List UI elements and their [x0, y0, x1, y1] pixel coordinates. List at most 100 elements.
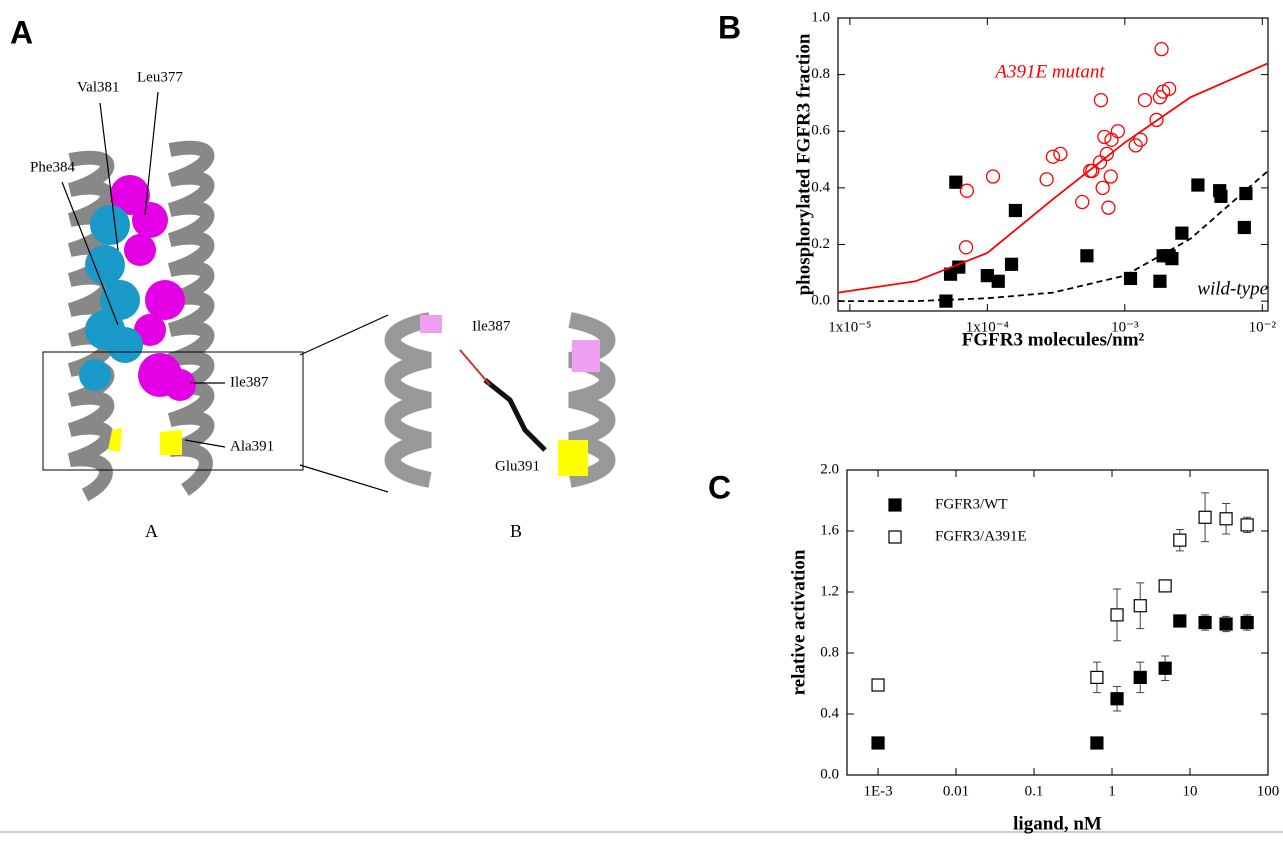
- data-point: [1128, 138, 1143, 153]
- data-point: [1104, 132, 1119, 147]
- y-tick-label: 0.4: [811, 179, 830, 195]
- data-point: [985, 169, 1001, 184]
- y-tick-label: 0.0: [811, 293, 830, 309]
- plot-frame: [846, 469, 1269, 776]
- y-tick-label: 0.8: [820, 644, 839, 660]
- y-tick-label: 1.6: [820, 522, 839, 538]
- data-point: [1198, 510, 1212, 524]
- data-point: [991, 274, 1005, 288]
- x-tick-label: 0.01: [943, 783, 969, 799]
- data-point: [980, 269, 994, 283]
- y-axis-label: phosphorylated FGFR3 fraction: [793, 33, 814, 295]
- data-point: [949, 175, 963, 189]
- data-point: [1090, 736, 1104, 750]
- data-point: [1175, 226, 1189, 240]
- data-point: [1110, 692, 1124, 706]
- x-tick-label: 100: [1257, 783, 1280, 799]
- data-point: [1133, 132, 1148, 147]
- data-point: [1219, 617, 1233, 631]
- legend-label: FGFR3/A391E: [935, 528, 1027, 544]
- y-tick-label: 0.0: [820, 766, 839, 782]
- data-point: [1161, 81, 1177, 96]
- x-axis-label: FGFR3 molecules/nm²: [962, 329, 1145, 350]
- data-point: [1004, 257, 1019, 271]
- data-point: [1085, 163, 1100, 179]
- legend-marker: [888, 498, 902, 512]
- data-point: [1093, 92, 1109, 108]
- data-point: [1075, 194, 1090, 210]
- x-tick-label: 1: [1108, 783, 1116, 799]
- data-point: [1158, 661, 1172, 675]
- sub-label: B: [510, 521, 522, 541]
- x-axis-label: ligand, nM: [1013, 813, 1102, 834]
- x-tick-label: 1x10⁻⁴: [966, 319, 1009, 335]
- data-point: [1133, 599, 1147, 613]
- y-tick-label: 0.2: [811, 236, 830, 252]
- annotation: wild-type: [1197, 278, 1268, 299]
- residue-label: Val381: [77, 79, 120, 95]
- y-tick-label: 0.4: [820, 705, 839, 721]
- y-tick-label: 1.2: [820, 583, 839, 599]
- data-point: [1110, 608, 1124, 622]
- data-point: [1173, 614, 1187, 628]
- data-point: [939, 294, 953, 308]
- data-point: [1053, 146, 1068, 162]
- x-tick-label: 10⁻³: [1111, 319, 1139, 335]
- data-point: [958, 240, 974, 255]
- data-point: [1158, 579, 1172, 593]
- data-point: [1240, 615, 1254, 630]
- inset-model: Ile387 Glu391 B: [384, 312, 616, 541]
- data-point: [1214, 189, 1228, 203]
- annotation: A391E mutant: [993, 61, 1105, 82]
- residue-label: Ala391: [230, 438, 274, 454]
- fit-curve: [838, 170, 1269, 302]
- data-point: [1045, 149, 1061, 164]
- data-point: [1198, 615, 1212, 630]
- legend-marker: [888, 530, 902, 544]
- data-point: [1008, 203, 1022, 218]
- data-point: [1149, 112, 1164, 128]
- data-point: [1110, 124, 1126, 139]
- data-point: [871, 678, 885, 692]
- x-tick-label: 0.1: [1025, 783, 1044, 799]
- x-tick-label: 1E-3: [863, 783, 892, 799]
- data-point: [1099, 146, 1114, 162]
- panel-letter: A: [10, 14, 33, 50]
- x-tick-label: 1x10⁻⁵: [828, 319, 871, 335]
- y-axis-label: relative activation: [788, 549, 809, 695]
- data-point: [959, 183, 975, 198]
- residue-label: Phe384: [30, 159, 76, 175]
- data-point: [1191, 178, 1205, 192]
- y-tick-label: 0.6: [811, 123, 830, 139]
- panel-letter: C: [708, 469, 731, 505]
- data-point: [1165, 252, 1179, 266]
- data-point: [1039, 172, 1054, 187]
- fit-curve: [837, 62, 1269, 294]
- residue-label: Glu391: [495, 458, 540, 474]
- data-point: [1137, 92, 1153, 108]
- panel-letter: B: [718, 9, 741, 45]
- data-point: [1173, 533, 1187, 547]
- data-point: [1240, 518, 1254, 532]
- data-point: [1237, 220, 1251, 235]
- residue-label: Leu377: [137, 69, 183, 85]
- data-point: [1095, 180, 1110, 196]
- data-point: [1097, 129, 1112, 145]
- y-tick-label: 0.8: [811, 66, 830, 82]
- x-tick-label: 10⁻²: [1249, 319, 1277, 335]
- data-point: [1239, 186, 1253, 201]
- residue-label: Ile387: [230, 374, 269, 390]
- y-tick-label: 1.0: [811, 9, 830, 25]
- residue-label: Ile387: [472, 318, 511, 334]
- legend-label: FGFR3/WT: [935, 496, 1008, 512]
- data-point: [1090, 670, 1104, 685]
- x-tick-label: 10: [1183, 783, 1198, 799]
- data-point: [871, 736, 885, 750]
- data-point: [1103, 169, 1118, 184]
- data-point: [1153, 274, 1167, 288]
- sub-label: A: [145, 521, 158, 541]
- helix-model: Val381 Leu377 Phe384 Ile387 Ala391 A: [30, 69, 389, 541]
- plot-frame: [837, 17, 1269, 312]
- data-point: [1219, 512, 1233, 526]
